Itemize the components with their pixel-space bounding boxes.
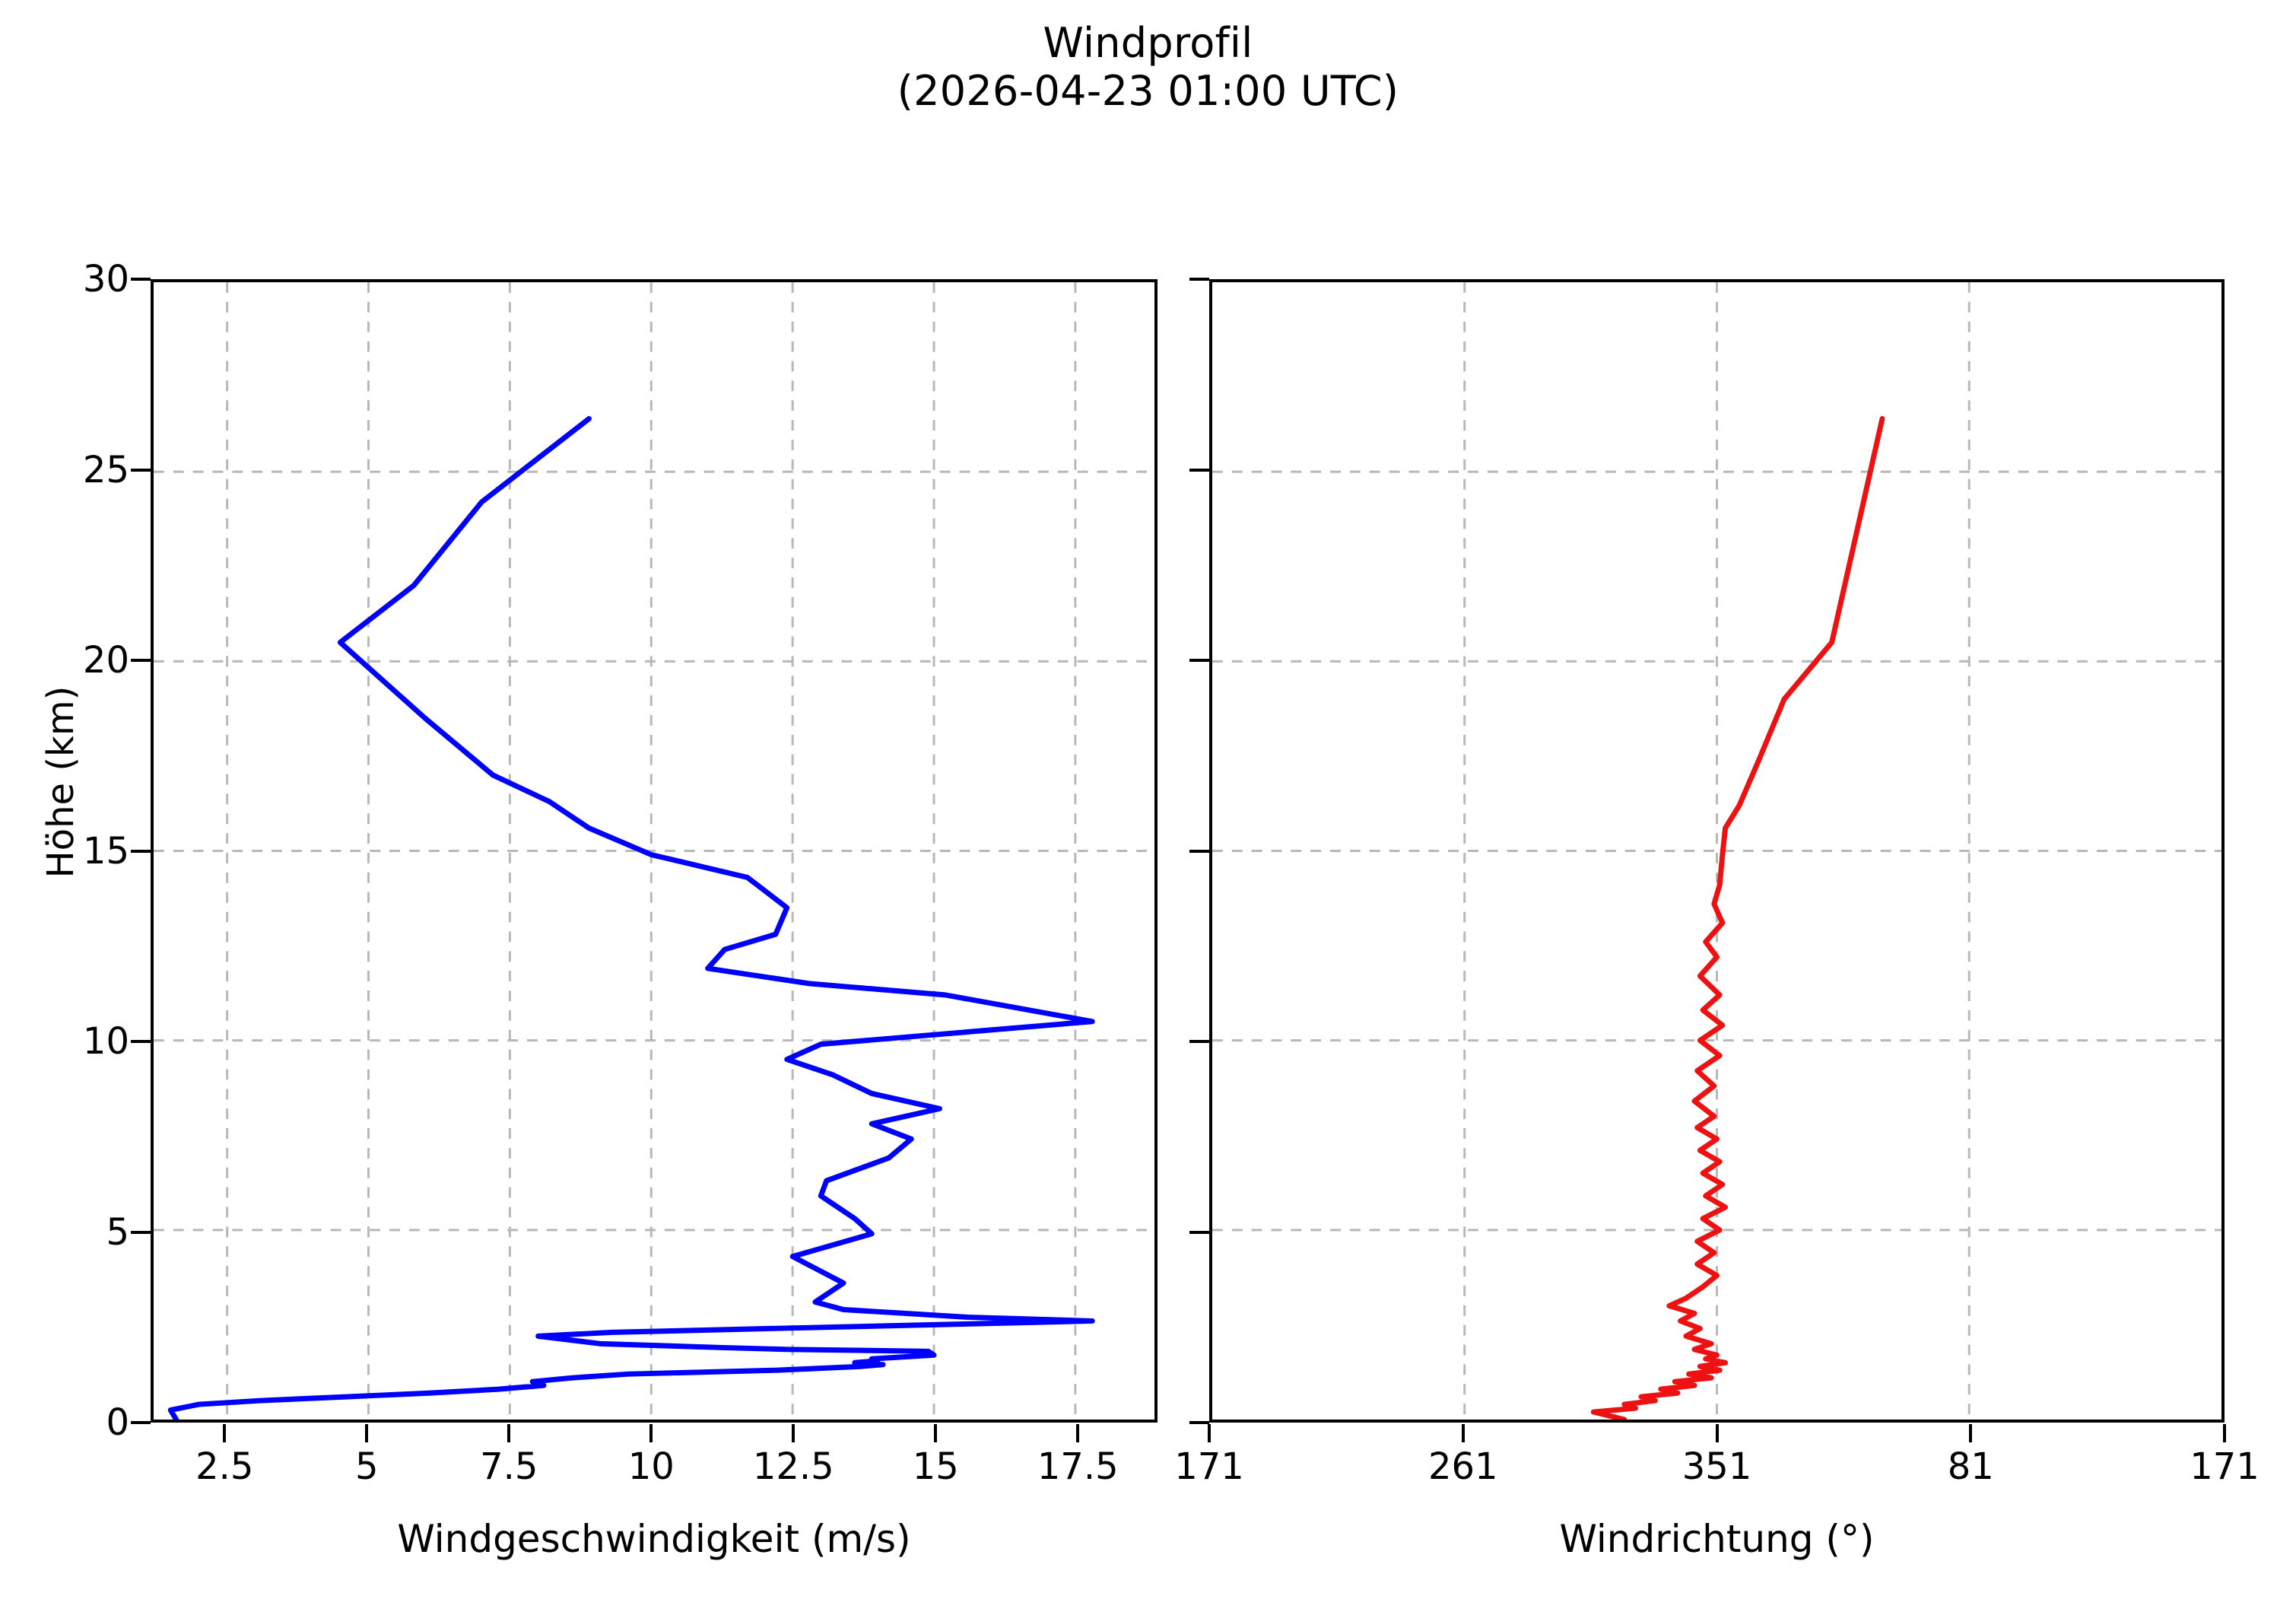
wind-direction-plot-area (1212, 282, 2221, 1420)
y-tick-label: 20 (82, 639, 129, 682)
y-tick-mark (131, 278, 151, 281)
y-tick-label-group: 0 5 10 15 20 25 30 (30, 0, 129, 1612)
wind-direction-profile-line (1590, 415, 1885, 1420)
figure-subtitle: (2026-04-23 01:00 UTC) (897, 66, 1399, 115)
y-tick-mark (1189, 849, 1209, 853)
x-tick-mark (1715, 1424, 1719, 1442)
y-tick-label: 30 (82, 258, 129, 300)
wind-speed-profile-line (167, 415, 1095, 1420)
x-tick-label: 7.5 (480, 1445, 538, 1488)
x-tick-label: 2.5 (195, 1445, 254, 1488)
y-tick-label: 10 (82, 1020, 129, 1063)
x-tick-mark (649, 1424, 653, 1442)
x-tick-labels-speed: 2.5 5 7.5 10 12.5 15 17.5 (0, 1424, 2296, 1499)
x-tick-mark (1461, 1424, 1465, 1442)
wind-direction-plot-panel (1209, 279, 2225, 1423)
figure-title-block: Windprofil (2026-04-23 01:00 UTC) (0, 19, 2296, 115)
y-tick-label: 0 (106, 1401, 129, 1444)
x-tick-mark (792, 1424, 796, 1442)
x-tick-mark (365, 1424, 369, 1442)
x-tick-mark (934, 1424, 938, 1442)
x-axis-title-direction: Windrichtung (°) (1559, 1517, 1875, 1561)
x-tick-label: 81 (1947, 1445, 1994, 1488)
y-tick-label: 5 (106, 1210, 129, 1254)
y-tick-mark (131, 1421, 151, 1424)
x-tick-label: 261 (1427, 1445, 1498, 1488)
y-tick-label: 25 (82, 448, 129, 491)
y-tick-mark (1189, 1040, 1209, 1043)
x-tick-mark (2223, 1424, 2226, 1442)
x-tick-label: 171 (1174, 1445, 1244, 1488)
y-tick-mark (131, 1040, 151, 1043)
y-tick-mark (1189, 468, 1209, 472)
x-tick-mark (223, 1424, 227, 1442)
y-tick-mark (1189, 659, 1209, 662)
y-axis-title: Höhe (km) (40, 685, 82, 879)
x-tick-label: 15 (912, 1445, 959, 1488)
y-tick-label: 15 (82, 829, 129, 873)
x-tick-label: 171 (2190, 1445, 2259, 1488)
y-tick-mark (131, 659, 151, 662)
x-tick-mark (1076, 1424, 1080, 1442)
x-tick-label: 5 (354, 1445, 379, 1488)
y-tick-mark (1189, 1421, 1209, 1424)
x-tick-label: 10 (627, 1445, 675, 1488)
y-tick-mark (131, 468, 151, 472)
x-axis-title-speed: Windgeschwindigkeit (m/s) (397, 1517, 911, 1561)
y-tick-mark (131, 1230, 151, 1234)
y-tick-mark (1189, 1230, 1209, 1234)
x-tick-mark (1208, 1424, 1211, 1442)
page-title: Windprofil (1043, 19, 1253, 67)
x-tick-label: 12.5 (752, 1445, 834, 1488)
x-tick-label: 17.5 (1037, 1445, 1119, 1488)
y-tick-mark (131, 849, 151, 853)
x-tick-labels-direction: 171 261 351 81 171 (0, 1424, 2296, 1499)
x-tick-mark (507, 1424, 511, 1442)
x-tick-label: 351 (1682, 1445, 1752, 1488)
wind-speed-plot-area (154, 282, 1154, 1420)
y-tick-mark (1189, 278, 1209, 281)
x-tick-mark (1969, 1424, 1973, 1442)
wind-speed-plot-panel (151, 279, 1158, 1423)
